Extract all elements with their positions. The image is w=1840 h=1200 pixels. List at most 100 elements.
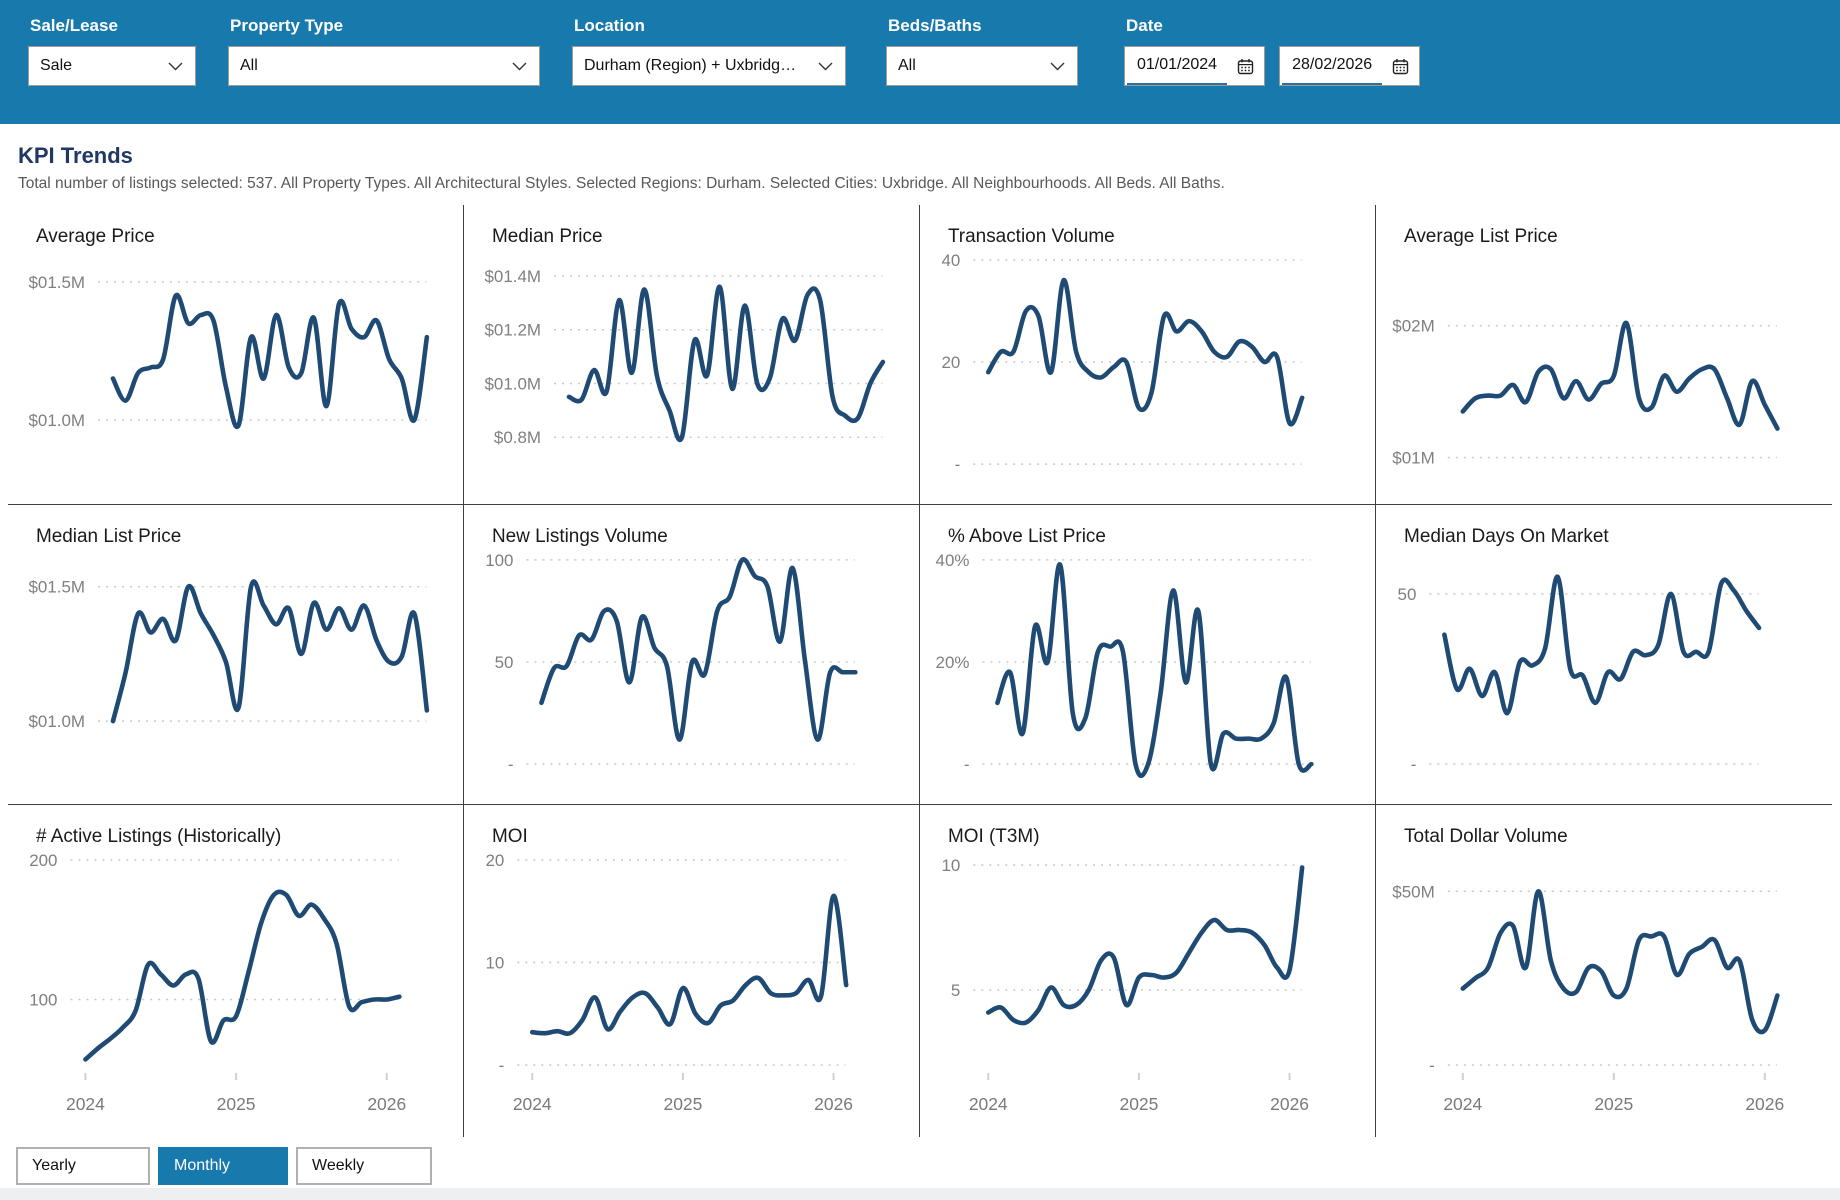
date-to-value: 28/02/2026: [1292, 56, 1373, 73]
svg-text:50: 50: [1397, 585, 1416, 604]
line-chart: MOI 20 10 -2024 2025 2026: [485, 826, 853, 1114]
chart-transaction-volume: Transaction Volume 40 20 -: [920, 205, 1376, 505]
svg-text:40%: 40%: [936, 551, 970, 570]
svg-text:2025: 2025: [1594, 1094, 1633, 1114]
line-chart: Average List Price $02M $01M: [1392, 226, 1780, 468]
svg-text:-: -: [964, 755, 970, 774]
svg-text:$01M: $01M: [1392, 449, 1435, 468]
svg-text:Median Days On Market: Median Days On Market: [1404, 526, 1609, 547]
chevron-down-icon: [1050, 62, 1065, 71]
date-from-value: 01/01/2024: [1137, 56, 1218, 73]
weekly-button[interactable]: Weekly: [296, 1147, 432, 1185]
chart-total-dollar-volume: Total Dollar Volume $50M -2024 2025 2026: [1376, 805, 1832, 1137]
monthly-button[interactable]: Monthly: [158, 1147, 288, 1185]
svg-text:-: -: [1429, 1056, 1435, 1075]
svg-text:Median Price: Median Price: [492, 226, 603, 247]
select-value: Durham (Region) + Uxbridg…: [584, 57, 797, 74]
chart-new-listings-volume: New Listings Volume 100 50 -: [464, 505, 920, 805]
svg-text:2026: 2026: [367, 1094, 406, 1114]
svg-text:Median List Price: Median List Price: [36, 526, 181, 547]
svg-text:2024: 2024: [969, 1094, 1008, 1114]
svg-text:MOI: MOI: [492, 826, 528, 847]
chevron-down-icon: [512, 62, 527, 71]
select-value: Sale: [40, 57, 73, 74]
svg-text:20: 20: [941, 353, 960, 372]
svg-text:% Above List Price: % Above List Price: [948, 526, 1106, 547]
svg-text:200: 200: [29, 851, 57, 870]
svg-text:$01.5M: $01.5M: [28, 273, 85, 292]
svg-text:$01.2M: $01.2M: [484, 321, 541, 340]
svg-text:100: 100: [29, 990, 57, 1009]
select-value: All: [240, 57, 258, 74]
svg-text:10: 10: [941, 856, 960, 875]
chart-median-price: Median Price $01.4M $01.2M $01.0M $0.8M: [464, 205, 920, 505]
chart-median-days-on-market: Median Days On Market 50 -: [1376, 505, 1832, 805]
filter-label: Date: [1126, 16, 1163, 35]
kpi-chart-grid: Average Price $01.5M $01.0M Median Price $0…: [8, 205, 1832, 1137]
svg-text:5: 5: [951, 981, 960, 1000]
svg-text:MOI (T3M): MOI (T3M): [948, 826, 1040, 847]
yearly-button[interactable]: Yearly: [16, 1147, 150, 1185]
calendar-icon[interactable]: [1235, 56, 1256, 77]
svg-text:50: 50: [495, 653, 514, 672]
svg-text:-: -: [499, 1056, 505, 1075]
chart-moi: MOI 20 10 -2024 2025 2026: [464, 805, 920, 1137]
svg-text:Total Dollar Volume: Total Dollar Volume: [1404, 826, 1568, 847]
filter-label: Beds/Baths: [888, 16, 982, 35]
property-type-select[interactable]: All: [228, 46, 540, 86]
chart-average-list-price: Average List Price $02M $01M: [1376, 205, 1832, 505]
filter-label: Property Type: [230, 16, 344, 35]
svg-text:# Active Listings (Historicall: # Active Listings (Historically): [36, 826, 281, 847]
svg-text:2024: 2024: [66, 1094, 105, 1114]
line-chart: New Listings Volume 100 50 -: [485, 526, 858, 774]
svg-text:20: 20: [485, 851, 504, 870]
filter-label: Location: [574, 16, 645, 35]
calendar-icon[interactable]: [1390, 56, 1411, 77]
line-chart: Median Price $01.4M $01.2M $01.0M $0.8M: [484, 226, 886, 447]
line-chart: # Active Listings (Historically) 200 100 20…: [29, 826, 406, 1114]
bottom-scroll-strip[interactable]: [0, 1188, 1840, 1200]
filter-sale-lease: Sale/Lease Sale: [28, 0, 196, 86]
svg-text:Average List Price: Average List Price: [1404, 226, 1558, 247]
filter-location: Location Durham (Region) + Uxbridg…: [572, 0, 846, 86]
location-select[interactable]: Durham (Region) + Uxbridg…: [572, 46, 846, 86]
filter-bar: Sale/Lease Sale Property Type All Locati…: [0, 0, 1840, 124]
svg-text:$01.0M: $01.0M: [484, 374, 541, 393]
line-chart: % Above List Price 40% 20% -: [936, 526, 1314, 778]
select-value: All: [898, 57, 916, 74]
line-chart: Median Days On Market 50 -: [1397, 526, 1762, 774]
svg-text:2025: 2025: [1120, 1094, 1159, 1114]
svg-text:2026: 2026: [1270, 1094, 1309, 1114]
line-chart: Transaction Volume 40 20 -: [941, 226, 1305, 474]
svg-text:2025: 2025: [217, 1094, 256, 1114]
svg-text:$0.8M: $0.8M: [494, 428, 541, 447]
sale-lease-select[interactable]: Sale: [28, 46, 196, 86]
svg-text:2026: 2026: [1745, 1094, 1784, 1114]
filter-property-type: Property Type All: [228, 0, 540, 86]
svg-text:$01.4M: $01.4M: [484, 267, 541, 286]
svg-text:2024: 2024: [1443, 1094, 1482, 1114]
filter-date: Date 01/01/2024 28/02/2026: [1124, 0, 1421, 86]
beds-baths-select[interactable]: All: [886, 46, 1078, 86]
chevron-down-icon: [818, 62, 833, 71]
chevron-down-icon: [168, 62, 183, 71]
svg-text:Average Price: Average Price: [36, 226, 155, 247]
date-to-field[interactable]: 28/02/2026: [1279, 46, 1421, 86]
svg-text:$01.5M: $01.5M: [28, 578, 85, 597]
svg-text:$01.0M: $01.0M: [28, 712, 85, 731]
date-from-field[interactable]: 01/01/2024: [1124, 46, 1266, 86]
svg-text:2024: 2024: [513, 1094, 552, 1114]
svg-text:20%: 20%: [936, 653, 970, 672]
svg-text:$01.0M: $01.0M: [28, 411, 85, 430]
svg-text:-: -: [508, 755, 514, 774]
chart-moi-t3m: MOI (T3M) 10 5 2024 2025 2026: [920, 805, 1376, 1137]
svg-text:2026: 2026: [814, 1094, 853, 1114]
svg-text:$02M: $02M: [1392, 317, 1435, 336]
svg-text:-: -: [1411, 755, 1417, 774]
svg-text:10: 10: [485, 953, 504, 972]
chart-average-price: Average Price $01.5M $01.0M: [8, 205, 464, 505]
period-toggle-group: Yearly Monthly Weekly: [16, 1147, 1840, 1185]
line-chart: Average Price $01.5M $01.0M: [28, 226, 430, 430]
svg-text:100: 100: [485, 551, 513, 570]
filter-label: Sale/Lease: [30, 16, 118, 35]
